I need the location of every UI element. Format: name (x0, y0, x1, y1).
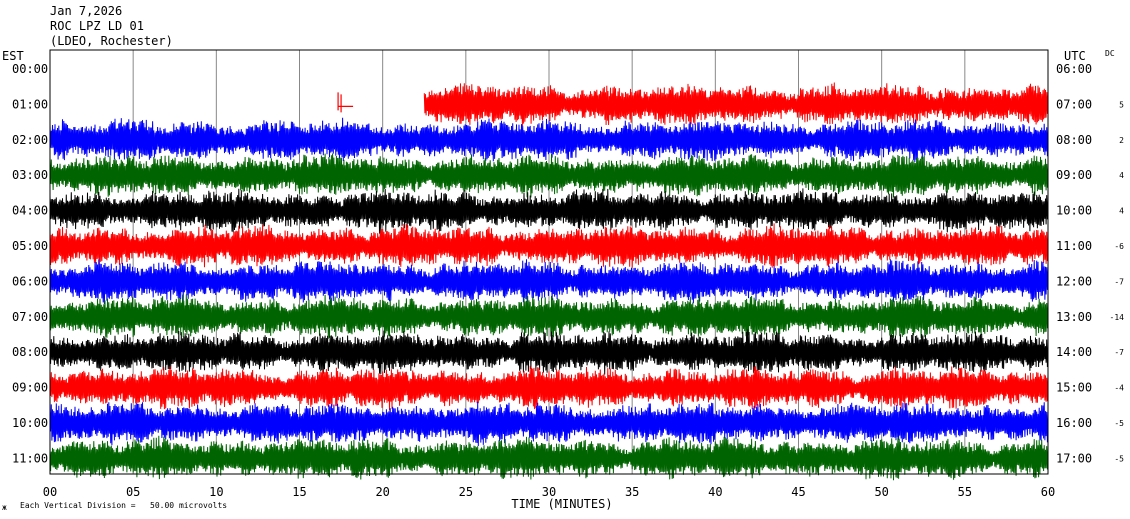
x-axis-title: TIME (MINUTES) (511, 497, 612, 511)
seismic-traces (49, 82, 1049, 481)
dc-offset-value: -5 (1114, 454, 1124, 463)
est-hour-label: 00:00 (12, 62, 48, 76)
x-tick-label: 35 (625, 485, 639, 499)
station-code: ROC LPZ LD 01 (50, 19, 144, 33)
dc-offset-value: 4 (1119, 207, 1124, 216)
x-tick-label: 05 (126, 485, 140, 499)
dc-offset-value: -4 (1114, 384, 1124, 393)
seismic-trace (49, 401, 1049, 447)
seismic-trace (49, 223, 1049, 268)
x-tick-label: 00 (43, 485, 57, 499)
dc-offset-value: 4 (1119, 171, 1124, 180)
seismic-trace (49, 365, 1049, 411)
x-tick-label: 50 (874, 485, 888, 499)
utc-hour-label: 11:00 (1056, 239, 1092, 253)
dc-offset-value: 5 (1119, 100, 1124, 109)
plot-frame (49, 49, 1049, 475)
est-hour-label: 09:00 (12, 381, 48, 395)
dc-column-title: DC (1105, 49, 1115, 58)
seismic-trace (49, 117, 1049, 163)
seismic-trace (49, 435, 1049, 481)
utc-hour-label: 15:00 (1056, 381, 1092, 395)
est-hour-label: 08:00 (12, 345, 48, 359)
seismic-trace (49, 188, 1049, 234)
x-tick-label: 30 (542, 485, 556, 499)
utc-hour-label: 14:00 (1056, 345, 1092, 359)
dc-offset-value: -6 (1114, 242, 1124, 251)
dc-offset-value: 2 (1119, 136, 1124, 145)
dc-offset-value: -14 (1110, 313, 1125, 322)
utc-hour-label: 09:00 (1056, 168, 1092, 182)
trace-glitch (337, 92, 354, 113)
utc-hour-label: 07:00 (1056, 97, 1092, 111)
utc-hour-label: 16:00 (1056, 416, 1092, 430)
est-hour-label: 06:00 (12, 274, 48, 288)
x-tick-label: 15 (292, 485, 306, 499)
seismic-trace (49, 329, 1049, 375)
x-tick-label: 45 (791, 485, 805, 499)
est-hour-label: 01:00 (12, 97, 48, 111)
utc-hour-label: 12:00 (1056, 274, 1092, 288)
seismic-trace (423, 82, 1049, 126)
seismic-trace (49, 259, 1049, 305)
corner-glyph: ж (2, 503, 7, 512)
utc-hour-label: 17:00 (1056, 451, 1092, 465)
network-name: (LDEO, Rochester) (50, 34, 173, 48)
x-tick-label: 40 (708, 485, 722, 499)
x-tick-label: 60 (1041, 485, 1055, 499)
utc-hour-label: 13:00 (1056, 310, 1092, 324)
est-hour-label: 05:00 (12, 239, 48, 253)
utc-hour-label: 10:00 (1056, 204, 1092, 218)
x-tick-label: 10 (209, 485, 223, 499)
x-tick-label: 20 (375, 485, 389, 499)
est-axis-title: EST (2, 49, 24, 63)
est-hour-label: 02:00 (12, 133, 48, 147)
est-hour-label: 07:00 (12, 310, 48, 324)
seismic-trace (49, 153, 1049, 198)
chart-date: Jan 7,2026 (50, 4, 123, 18)
est-hour-label: 10:00 (12, 416, 48, 430)
dc-offset-value: -7 (1114, 277, 1124, 286)
est-hour-label: 11:00 (12, 451, 48, 465)
utc-axis-title: UTC (1064, 49, 1086, 63)
x-tick-label: 25 (459, 485, 473, 499)
utc-hour-label: 06:00 (1056, 62, 1092, 76)
dc-offset-value: -7 (1114, 348, 1124, 357)
est-hour-label: 03:00 (12, 168, 48, 182)
scale-note: Each Vertical Division = 50.00 microvolt… (20, 501, 227, 510)
est-hour-label: 04:00 (12, 204, 48, 218)
seismic-trace (49, 294, 1049, 339)
dc-offset-value: -5 (1114, 419, 1124, 428)
utc-hour-label: 08:00 (1056, 133, 1092, 147)
x-tick-label: 55 (958, 485, 972, 499)
